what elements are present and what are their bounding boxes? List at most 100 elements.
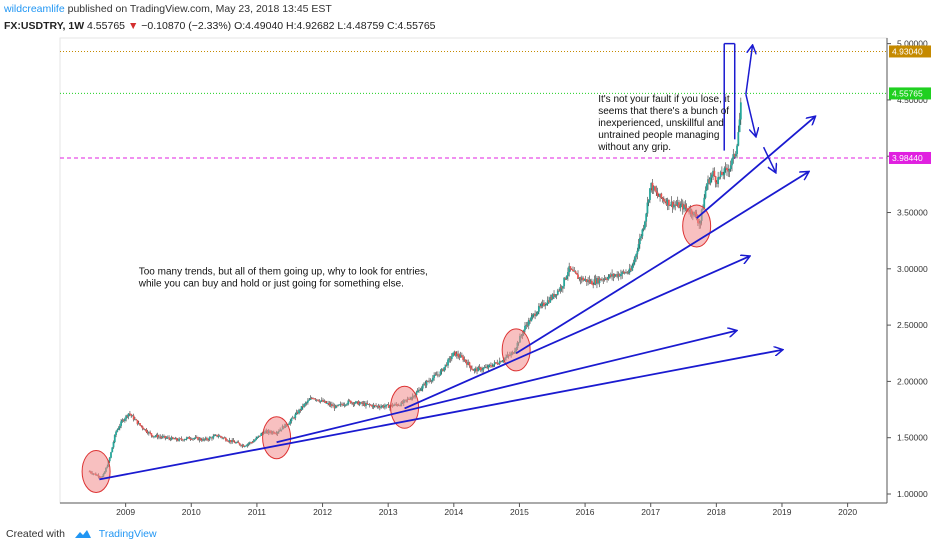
candle-body bbox=[319, 400, 322, 402]
candle-body bbox=[317, 399, 319, 401]
candle-body bbox=[710, 174, 713, 178]
candle-body bbox=[113, 435, 116, 443]
candle-body bbox=[241, 444, 244, 446]
author-link[interactable]: wildcreamlife bbox=[4, 3, 65, 15]
candle-body bbox=[294, 414, 297, 419]
symbol-label: FX:USDTRY, 1W bbox=[4, 20, 85, 32]
candle-body bbox=[659, 193, 661, 197]
candle-body bbox=[169, 438, 172, 440]
candle-body bbox=[608, 274, 611, 277]
candle-body bbox=[224, 437, 227, 441]
candle-body bbox=[247, 443, 250, 445]
candle-body bbox=[348, 400, 351, 402]
candle-body bbox=[251, 442, 254, 444]
candle-body bbox=[353, 403, 356, 405]
candle-body bbox=[556, 290, 559, 295]
candle-body bbox=[640, 236, 643, 238]
candle-body bbox=[447, 359, 449, 366]
price-level-label: 4.93040 bbox=[892, 46, 923, 56]
candle-body bbox=[314, 398, 317, 400]
candle-body bbox=[479, 367, 482, 371]
x-tick-label: 2010 bbox=[182, 507, 201, 517]
candle-body bbox=[370, 404, 372, 406]
candle-body bbox=[217, 436, 220, 438]
candle-body bbox=[712, 170, 714, 175]
candle-body bbox=[463, 359, 466, 361]
candle-body bbox=[155, 434, 158, 437]
candle-body bbox=[620, 274, 622, 277]
candle-body bbox=[588, 280, 591, 283]
candle-body bbox=[535, 314, 538, 316]
candle-body bbox=[652, 186, 655, 191]
candle-body bbox=[161, 436, 164, 438]
candle-body bbox=[208, 437, 211, 440]
trend-line bbox=[99, 350, 782, 481]
candle-body bbox=[130, 414, 133, 416]
annotation-line: inexperienced, unskillful and bbox=[598, 118, 724, 129]
candle-body bbox=[117, 428, 120, 430]
candle-body bbox=[531, 315, 534, 317]
candle-body bbox=[189, 438, 192, 440]
candle-body bbox=[185, 437, 188, 440]
candle-body bbox=[341, 403, 343, 405]
candle-body bbox=[549, 297, 552, 303]
candle-body bbox=[559, 286, 562, 291]
tradingview-brand[interactable]: TradingView bbox=[98, 528, 157, 540]
candle-body bbox=[204, 438, 207, 440]
candle-body bbox=[334, 405, 337, 409]
candle-body bbox=[238, 443, 241, 445]
candle-body bbox=[607, 276, 610, 280]
candle-body bbox=[565, 276, 568, 280]
annotation-line: seems that there's a bunch of bbox=[598, 106, 729, 117]
candle-body bbox=[299, 409, 302, 411]
candle-body bbox=[582, 277, 584, 281]
quote-bar: FX:USDTRY, 1W 4.55765 ▼ −0.10870 (−2.33%… bbox=[4, 20, 436, 32]
candle-body bbox=[675, 204, 678, 206]
x-tick-label: 2018 bbox=[707, 507, 726, 517]
candle-body bbox=[471, 368, 473, 370]
candle-body bbox=[718, 176, 721, 178]
candle-body bbox=[423, 383, 425, 386]
candle-body bbox=[131, 415, 134, 417]
candle-body bbox=[354, 401, 357, 404]
candle-body bbox=[230, 440, 232, 443]
candle-body bbox=[551, 294, 554, 299]
candle-body bbox=[673, 204, 675, 208]
candle-body bbox=[139, 423, 141, 426]
candle-body bbox=[734, 153, 737, 157]
candle-body bbox=[496, 362, 499, 364]
candle-body bbox=[218, 435, 221, 437]
trend-line bbox=[696, 117, 815, 219]
candle-body bbox=[322, 400, 324, 402]
candle-body bbox=[338, 404, 341, 406]
candle-body bbox=[147, 432, 150, 434]
candle-body bbox=[564, 277, 567, 280]
trend-line bbox=[515, 172, 808, 355]
down-arrow-icon: ▼ bbox=[127, 20, 139, 32]
candle-body bbox=[424, 383, 427, 386]
candle-body bbox=[232, 440, 235, 442]
candle-body bbox=[197, 437, 199, 441]
candle-body bbox=[214, 434, 217, 436]
candle-body bbox=[127, 413, 130, 417]
candle-body bbox=[560, 286, 563, 289]
candle-body bbox=[243, 446, 246, 447]
candle-body bbox=[631, 265, 634, 271]
candle-body bbox=[632, 262, 635, 266]
candle-body bbox=[301, 406, 304, 407]
candle-body bbox=[609, 274, 612, 277]
candle-body bbox=[428, 380, 430, 382]
candle-body bbox=[259, 435, 261, 437]
candle-body bbox=[149, 432, 152, 434]
candle-body bbox=[585, 279, 588, 283]
candle-body bbox=[603, 278, 606, 280]
candle-body bbox=[449, 358, 452, 360]
candle-body bbox=[572, 269, 574, 272]
candle-body bbox=[445, 364, 448, 366]
candle-body bbox=[719, 171, 722, 177]
trend-line bbox=[404, 256, 750, 410]
candle-body bbox=[553, 294, 555, 297]
candle-body bbox=[724, 167, 727, 169]
candle-body bbox=[539, 305, 542, 307]
